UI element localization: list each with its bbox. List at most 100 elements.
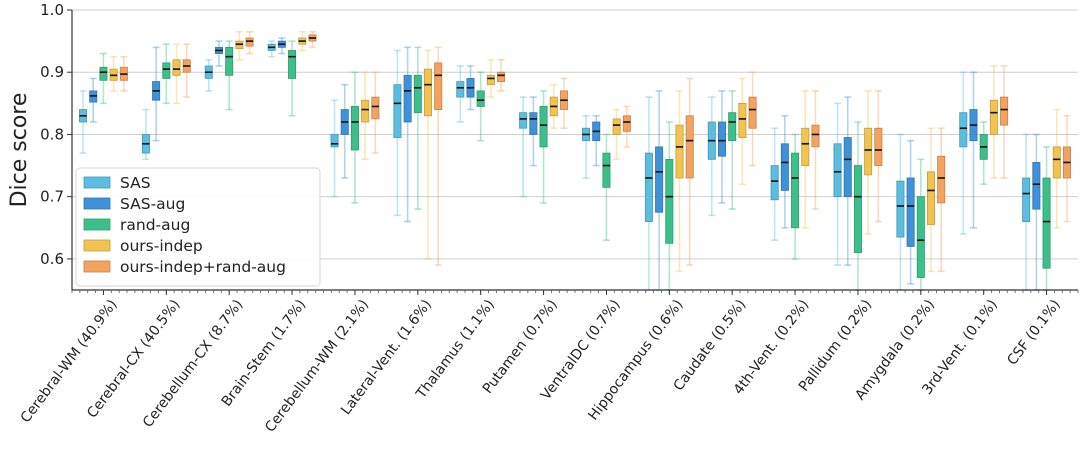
box-ours-indep-rand-aug — [937, 127, 946, 273]
box-rand-aug — [99, 52, 108, 105]
box-sas-aug — [717, 90, 726, 204]
box-iqr — [476, 90, 485, 107]
box-sas-aug — [780, 114, 789, 229]
box-sas-aug — [214, 40, 223, 67]
box-sas — [456, 65, 465, 123]
box-sas-aug — [403, 46, 412, 223]
box-ours-indep — [109, 55, 118, 92]
box-sas — [833, 102, 842, 266]
box-iqr — [989, 99, 998, 135]
box-sas — [267, 40, 276, 58]
box-ours-indep-rand-aug — [622, 105, 631, 148]
box-sas-aug — [340, 83, 349, 179]
box-iqr — [602, 152, 611, 188]
box-sas-aug — [529, 96, 538, 167]
box-sas — [519, 96, 528, 198]
box-iqr — [685, 115, 694, 179]
box-iqr — [497, 71, 506, 82]
box-iqr — [811, 124, 820, 148]
box-iqr — [225, 46, 234, 76]
box-sas-aug — [592, 114, 601, 167]
legend-swatch — [83, 197, 111, 210]
box-iqr — [162, 62, 171, 79]
box-iqr — [864, 127, 873, 176]
box-iqr — [655, 146, 664, 213]
box-iqr — [843, 137, 852, 198]
box-ours-indep-rand-aug — [308, 30, 317, 49]
box-ours-indep — [989, 65, 998, 179]
box-ours-indep-rand-aug — [1062, 114, 1071, 223]
y-axis-label: Dice score — [7, 93, 32, 208]
legend-box — [75, 167, 321, 287]
box-iqr — [717, 121, 726, 157]
box-ours-indep-rand-aug — [874, 90, 883, 223]
box-iqr — [1032, 162, 1041, 210]
box-sas — [959, 71, 968, 235]
box-iqr — [853, 165, 862, 254]
box-ours-indep-rand-aug — [1000, 65, 1009, 179]
box-iqr — [801, 127, 810, 166]
box-sas — [141, 108, 150, 161]
box-iqr — [1042, 177, 1051, 269]
box-iqr — [371, 96, 380, 120]
x-tick-label: Cerebellum-WM (2.1%) — [262, 297, 372, 436]
box-ours-indep-rand-aug — [434, 46, 443, 266]
box-iqr — [748, 96, 757, 129]
box-rand-aug — [916, 158, 925, 291]
box-iqr — [622, 115, 631, 132]
box-ours-indep-rand-aug — [182, 43, 191, 98]
box-ours-indep-rand-aug — [811, 90, 820, 210]
box-rand-aug — [665, 121, 674, 291]
box-sas-aug — [152, 46, 161, 142]
box-iqr — [519, 112, 528, 129]
box-rand-aug — [791, 133, 800, 260]
y-tick-label: 0.8 — [40, 125, 64, 143]
box-ours-indep-rand-aug — [119, 55, 128, 92]
box-iqr — [937, 155, 946, 204]
box-sas-aug — [466, 65, 475, 111]
box-iqr — [403, 74, 412, 123]
box-ours-indep-rand-aug — [245, 30, 254, 55]
legend-label: rand-aug — [120, 216, 190, 234]
y-tick-label: 0.7 — [40, 188, 64, 206]
box-iqr — [612, 118, 621, 135]
box-iqr — [413, 74, 422, 114]
legend-swatch — [83, 176, 111, 189]
y-tick-label: 0.6 — [40, 250, 64, 268]
box-ours-indep-rand-aug — [685, 77, 694, 266]
legend-swatch — [83, 239, 111, 252]
box-sas — [707, 96, 716, 217]
box-iqr — [959, 112, 968, 148]
box-iqr — [896, 180, 905, 238]
box-iqr — [644, 152, 653, 222]
box-ours-indep-rand-aug — [748, 71, 757, 167]
legend-label: SAS-aug — [120, 195, 185, 213]
box-ours-indep-rand-aug — [497, 58, 506, 92]
box-rand-aug — [853, 121, 862, 291]
box-iqr — [738, 102, 747, 138]
box-sas-aug — [89, 77, 98, 123]
box-ours-indep — [738, 77, 747, 186]
x-tick-label: CSF (0.1%) — [1004, 297, 1064, 369]
box-iqr — [529, 112, 538, 135]
box-iqr — [791, 152, 800, 229]
y-tick-label: 0.9 — [40, 63, 64, 81]
box-iqr — [424, 68, 433, 117]
box-sas-aug — [1032, 133, 1041, 291]
legend-label: ours-indep — [120, 237, 203, 255]
box-ours-indep — [549, 83, 558, 130]
box-sas-aug — [277, 37, 286, 55]
box-sas — [393, 49, 402, 217]
box-iqr — [393, 84, 402, 138]
box-iqr — [770, 165, 779, 201]
box-ours-indep — [172, 43, 181, 105]
box-iqr — [99, 66, 108, 81]
box-rand-aug — [476, 71, 485, 142]
box-sas-aug — [969, 71, 978, 229]
box-iqr — [288, 50, 297, 79]
box-ours-indep — [486, 58, 495, 98]
box-iqr — [833, 143, 842, 198]
box-ours-indep — [424, 49, 433, 260]
box-iqr — [728, 112, 737, 142]
